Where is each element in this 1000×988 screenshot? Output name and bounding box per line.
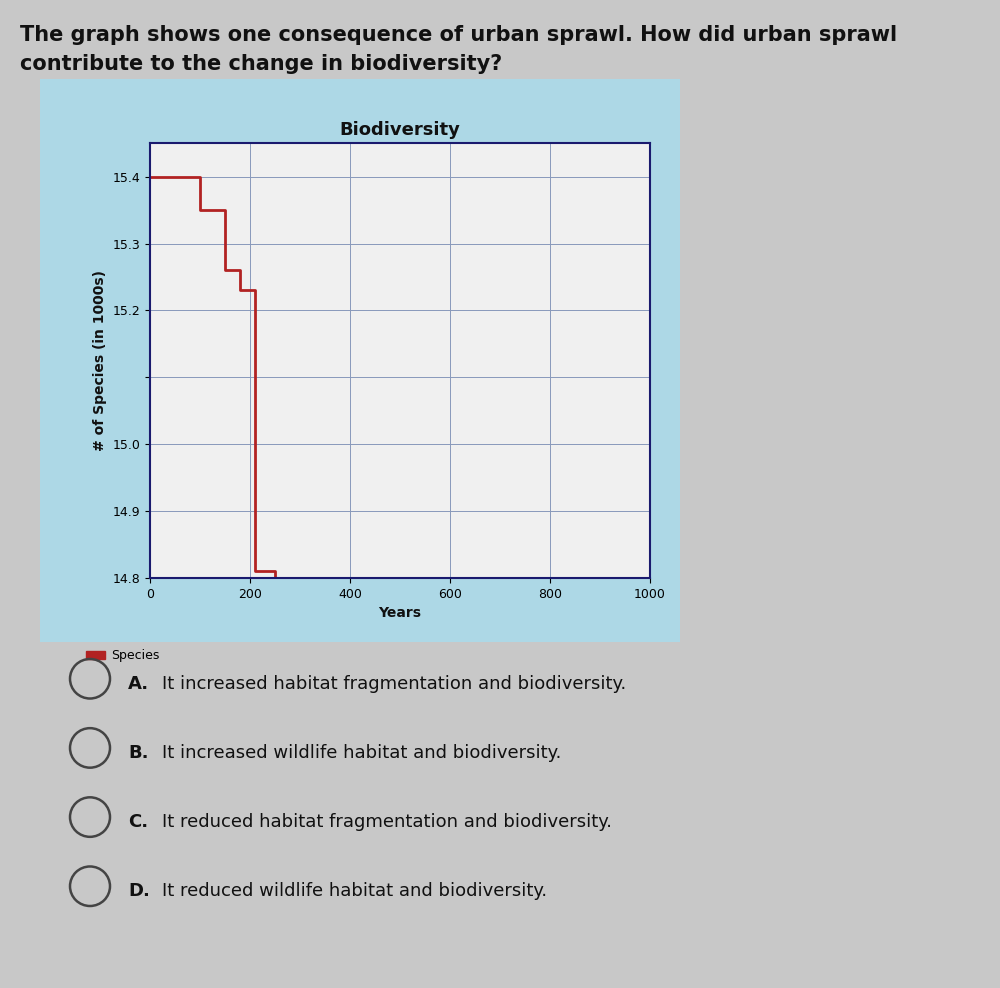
Text: It increased habitat fragmentation and biodiversity.: It increased habitat fragmentation and b…	[162, 675, 626, 693]
Y-axis label: # of Species (in 1000s): # of Species (in 1000s)	[93, 270, 107, 452]
Text: B.: B.	[128, 744, 148, 762]
Text: The graph shows one consequence of urban sprawl. How did urban sprawl: The graph shows one consequence of urban…	[20, 25, 897, 44]
Text: D.: D.	[128, 882, 150, 900]
Text: C.: C.	[128, 813, 148, 831]
Text: It reduced wildlife habitat and biodiversity.: It reduced wildlife habitat and biodiver…	[162, 882, 547, 900]
Legend: Species: Species	[81, 644, 165, 667]
Text: It increased wildlife habitat and biodiversity.: It increased wildlife habitat and biodiv…	[162, 744, 561, 762]
Text: A.: A.	[128, 675, 149, 693]
Title: Biodiversity: Biodiversity	[340, 121, 460, 139]
Text: It reduced habitat fragmentation and biodiversity.: It reduced habitat fragmentation and bio…	[162, 813, 612, 831]
X-axis label: Years: Years	[378, 607, 422, 620]
Text: contribute to the change in biodiversity?: contribute to the change in biodiversity…	[20, 54, 502, 74]
